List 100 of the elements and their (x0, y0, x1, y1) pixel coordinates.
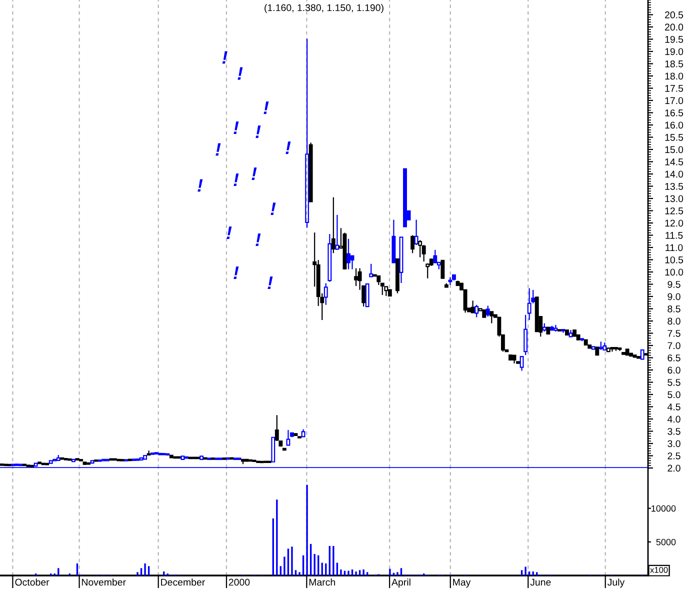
candlestick (169, 454, 174, 459)
candlestick (410, 234, 415, 254)
candlestick (176, 456, 181, 459)
candlestick (546, 326, 550, 335)
candlestick (184, 456, 188, 459)
y-tick-label: 16.0 (665, 122, 684, 129)
candlestick (395, 258, 400, 294)
candlestick (143, 454, 148, 460)
candlestick (618, 346, 622, 352)
y-tick-label: 14.0 (665, 170, 684, 178)
y-tick-label: 15.5 (665, 134, 684, 141)
candlestick (388, 288, 392, 298)
y-tick-label: 18.5 (665, 60, 684, 68)
y-tick-label: 6.0 (668, 366, 680, 374)
candlestick (342, 232, 347, 270)
y-tick-label: 19.5 (665, 36, 684, 43)
candlestick (565, 329, 569, 336)
x-tick-label: June (530, 578, 551, 586)
y-tick-label: 12.5 (665, 207, 684, 214)
candlestick (328, 233, 332, 282)
candlestick (180, 455, 185, 460)
candlestick (38, 461, 42, 464)
y-tick-label: 10.0 (665, 268, 684, 276)
candlestick (196, 456, 200, 460)
candlestick (384, 286, 388, 297)
candlestick (79, 458, 83, 462)
candlestick (271, 436, 276, 463)
candlestick (252, 460, 256, 462)
x-tick-label: July (607, 578, 625, 588)
candlestick (588, 344, 592, 349)
candlestick (136, 458, 140, 461)
candlestick (56, 454, 60, 462)
candlestick (22, 464, 26, 466)
candlestick (591, 346, 596, 350)
y-tick-label: 15.0 (665, 146, 684, 154)
candlestick (188, 456, 192, 460)
candlestick (606, 346, 610, 352)
x-tick-label: November (82, 578, 126, 586)
candlestick (640, 349, 644, 360)
y-tick-label: 7.5 (668, 330, 680, 337)
candlestick (308, 142, 313, 202)
candlestick (86, 462, 91, 466)
candlestick (267, 460, 272, 464)
candlestick (128, 458, 132, 462)
candlestick (576, 334, 580, 341)
candlestick (448, 276, 452, 286)
candlestick (260, 460, 264, 464)
candlestick (192, 456, 196, 460)
candlestick (90, 460, 94, 464)
candlestick (550, 325, 554, 332)
y-tick-label: 4.0 (667, 416, 680, 423)
annotation: ! (216, 143, 221, 156)
candlestick (173, 456, 178, 459)
candlestick (482, 309, 486, 318)
annotation: ! (252, 168, 257, 180)
candlestick (456, 280, 460, 286)
annotation: ! (234, 122, 239, 134)
candlestick (622, 352, 626, 355)
candlestick (610, 346, 614, 352)
x-tick-label: March (309, 578, 335, 586)
candlestick (146, 450, 151, 456)
candlestick (636, 356, 641, 359)
candlestick (629, 352, 634, 357)
y-tick-label: 9.0 (668, 293, 680, 300)
candlestick (414, 219, 418, 246)
y-tick-label: 10000 (652, 505, 676, 512)
y-tick-label: 13.0 (665, 195, 684, 202)
candlestick (440, 260, 445, 279)
candlestick (256, 460, 260, 464)
candlestick (346, 238, 350, 270)
candlestick (282, 447, 286, 451)
y-tick-label: 7.0 (668, 342, 680, 350)
y-tick-label: 10.5 (665, 256, 684, 264)
annotation: ! (234, 174, 239, 186)
x-tick-label: 2000 (228, 578, 250, 586)
candlestick (426, 262, 430, 279)
candlestick (598, 341, 603, 350)
candlestick (542, 322, 546, 332)
annotation: ! (268, 276, 273, 289)
annotation: ! (270, 202, 276, 215)
candlestick (452, 274, 456, 282)
y-tick-label: 5.5 (668, 379, 680, 386)
candlestick (614, 346, 618, 352)
y-tick-label: 16.5 (665, 109, 684, 116)
annotation: ! (256, 126, 261, 138)
candlestick (301, 428, 306, 438)
annotation: ! (286, 142, 291, 154)
candlestick (331, 196, 336, 254)
candlestick (474, 304, 479, 318)
candlestick (112, 458, 117, 461)
candlestick (94, 459, 98, 462)
candlestick (490, 310, 494, 324)
y-tick-label: 19.0 (665, 48, 684, 56)
candlestick (166, 453, 170, 456)
annotation: ! (264, 102, 269, 114)
candlestick (403, 168, 407, 228)
y-tick-label: 2.0 (668, 464, 680, 472)
y-tick-label: 8.0 (668, 318, 680, 325)
candlestick (294, 432, 298, 436)
candlestick (354, 268, 358, 286)
